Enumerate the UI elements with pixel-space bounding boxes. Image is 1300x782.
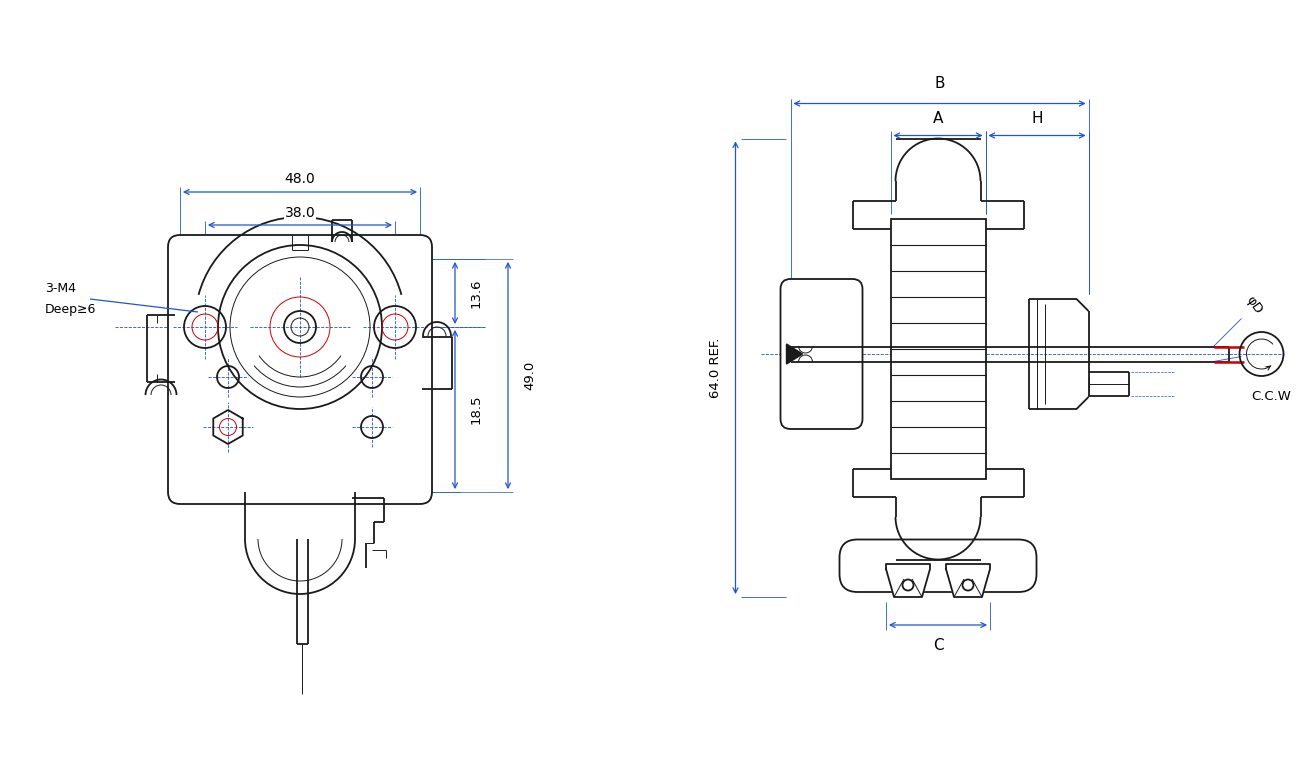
Text: 64.0 REF.: 64.0 REF. — [708, 338, 722, 398]
Text: φD: φD — [1244, 293, 1265, 317]
Text: 3-M4: 3-M4 — [46, 282, 75, 296]
Text: C.C.W: C.C.W — [1252, 390, 1291, 403]
Text: 13.6: 13.6 — [471, 278, 484, 308]
Polygon shape — [786, 344, 802, 364]
Bar — [891, 219, 985, 479]
Text: A: A — [933, 110, 944, 125]
Text: H: H — [1031, 110, 1043, 125]
Text: Deep≥6: Deep≥6 — [46, 303, 96, 317]
Text: 38.0: 38.0 — [285, 206, 316, 220]
Polygon shape — [946, 564, 991, 597]
Text: 18.5: 18.5 — [471, 395, 484, 425]
FancyBboxPatch shape — [168, 235, 432, 504]
Text: 48.0: 48.0 — [285, 172, 316, 186]
Text: 49.0: 49.0 — [523, 361, 536, 390]
Text: B: B — [935, 76, 945, 91]
Text: C: C — [932, 638, 944, 653]
FancyBboxPatch shape — [840, 540, 1036, 592]
Polygon shape — [887, 564, 929, 597]
Polygon shape — [213, 410, 243, 444]
FancyBboxPatch shape — [780, 279, 862, 429]
